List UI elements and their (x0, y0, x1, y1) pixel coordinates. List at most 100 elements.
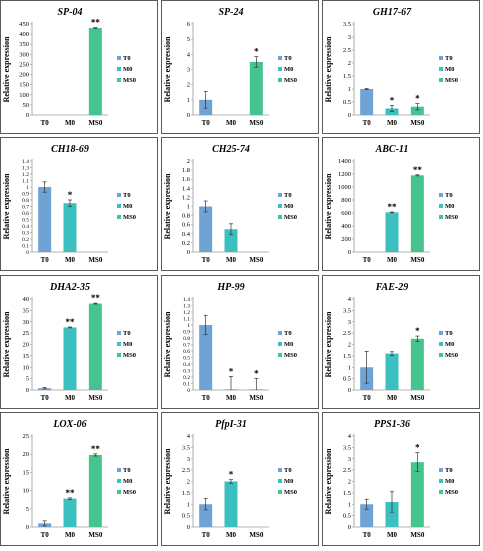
y-tick-label: 0.8 (22, 198, 29, 204)
y-tick-label: 0 (187, 388, 190, 394)
y-tick-label: 5 (187, 36, 190, 43)
x-tick-label: MS0 (88, 531, 103, 539)
y-tick-label: 0.5 (343, 513, 351, 520)
x-tick-label: M0 (226, 119, 237, 127)
legend-label: T0 (284, 192, 292, 199)
y-tick-label: 5 (26, 376, 29, 383)
y-tick-label: 5 (26, 506, 29, 513)
chart-title: ABC-11 (375, 144, 409, 155)
legend-label: M0 (284, 478, 293, 485)
legend-swatch (278, 468, 282, 472)
legend-label: T0 (445, 330, 453, 337)
chart-panel: HP-99 Relative expression 0 0.1 0.2 0.3 0.4 0.5… (161, 275, 319, 409)
y-tick-label: 1.4 (182, 185, 191, 192)
legend-label: MS0 (284, 489, 297, 496)
x-tick-label: MS0 (88, 119, 103, 127)
y-tick-label: 4 (187, 51, 191, 58)
y-tick-label: 25 (23, 330, 30, 337)
significance-label: * (415, 443, 420, 453)
y-axis-label: Relative expression (2, 448, 11, 514)
legend-swatch (439, 67, 443, 71)
bar (224, 229, 238, 252)
legend-label: T0 (123, 55, 131, 62)
y-tick-label: 1 (187, 204, 190, 211)
y-tick-label: 0 (187, 524, 190, 531)
y-tick-label: 1.5 (343, 73, 351, 80)
chart-title: FAE-29 (375, 282, 408, 293)
chart-title: SP-04 (58, 7, 83, 18)
chart-title: PPS1-36 (374, 419, 410, 430)
chart-svg: SP-04 Relative expression 0 50 100 150 200 250 3… (0, 0, 158, 134)
bar (88, 454, 102, 527)
legend-label: M0 (445, 478, 454, 485)
x-tick-label: M0 (65, 531, 76, 539)
x-tick-label: T0 (41, 531, 50, 539)
legend-swatch (117, 331, 121, 335)
y-tick-label: 1.4 (22, 159, 29, 165)
legend-label: T0 (284, 330, 292, 337)
significance-label: * (229, 366, 234, 376)
legend-swatch (117, 342, 121, 346)
significance-label: * (415, 326, 420, 336)
legend-label: T0 (284, 55, 292, 62)
panel-frame (322, 137, 480, 271)
y-tick-label: 0 (187, 249, 190, 256)
y-tick-label: 0.4 (182, 231, 191, 238)
legend-label: MS0 (445, 214, 458, 221)
bar (199, 206, 213, 252)
y-tick-label: 0.5 (343, 376, 351, 383)
x-tick-label: MS0 (410, 119, 425, 127)
legend-label: MS0 (445, 489, 458, 496)
legend-swatch (439, 353, 443, 357)
y-tick-label: 150 (19, 82, 29, 89)
bar (88, 303, 102, 390)
legend-label: MS0 (284, 352, 297, 359)
legend-label: T0 (445, 55, 453, 62)
legend-label: T0 (445, 192, 453, 199)
bar (63, 203, 77, 252)
y-tick-label: 3 (348, 319, 351, 326)
y-tick-label: 1.3 (22, 166, 29, 172)
y-tick-label: 1 (348, 364, 351, 371)
x-tick-label: M0 (226, 531, 237, 539)
y-tick-label: 0.6 (183, 349, 190, 355)
bar (199, 504, 213, 527)
x-tick-label: MS0 (249, 531, 264, 539)
panel-frame (322, 412, 480, 546)
y-tick-label: 0.9 (183, 330, 190, 336)
legend-label: M0 (123, 478, 132, 485)
y-tick-label: 2 (187, 479, 190, 486)
chart-svg: LOX-06 Relative expression 0 5 10 15 20 25 T0 ** M… (0, 412, 158, 546)
legend-swatch (278, 353, 282, 357)
chart-panel: CH25-74 Relative expression 0 0.2 0.4 0.6 0.8 1… (161, 137, 319, 271)
legend-swatch (439, 342, 443, 346)
legend-swatch (278, 342, 282, 346)
legend-label: T0 (123, 192, 131, 199)
y-tick-label: 0 (26, 387, 29, 394)
legend-swatch (439, 78, 443, 82)
chart-title: PfpI-31 (215, 419, 247, 430)
y-tick-label: 350 (19, 41, 29, 48)
y-tick-label: 800 (341, 197, 351, 204)
x-tick-label: T0 (363, 119, 372, 127)
legend-label: T0 (123, 330, 131, 337)
y-tick-label: 300 (19, 51, 29, 58)
y-tick-label: 1.1 (22, 179, 29, 185)
x-tick-label: MS0 (249, 119, 264, 127)
x-tick-label: M0 (226, 256, 237, 264)
bar (63, 498, 77, 527)
chart-panel: DHA2-35 Relative expression 0 5 10 15 20 25 30 35… (0, 275, 158, 409)
chart-panel: PfpI-31 Relative expression 0 0.5 1 1.5 2 2.5 3 3… (161, 412, 319, 546)
bar (63, 327, 77, 390)
legend-swatch (439, 468, 443, 472)
legend-swatch (439, 56, 443, 60)
legend-swatch (278, 490, 282, 494)
y-tick-label: 0 (348, 112, 351, 119)
significance-label: ** (91, 444, 101, 454)
significance-label: * (390, 95, 395, 105)
bar (385, 353, 399, 390)
y-tick-label: 0.8 (182, 213, 190, 220)
x-tick-label: T0 (41, 394, 50, 402)
legend-swatch (278, 193, 282, 197)
legend-swatch (117, 479, 121, 483)
